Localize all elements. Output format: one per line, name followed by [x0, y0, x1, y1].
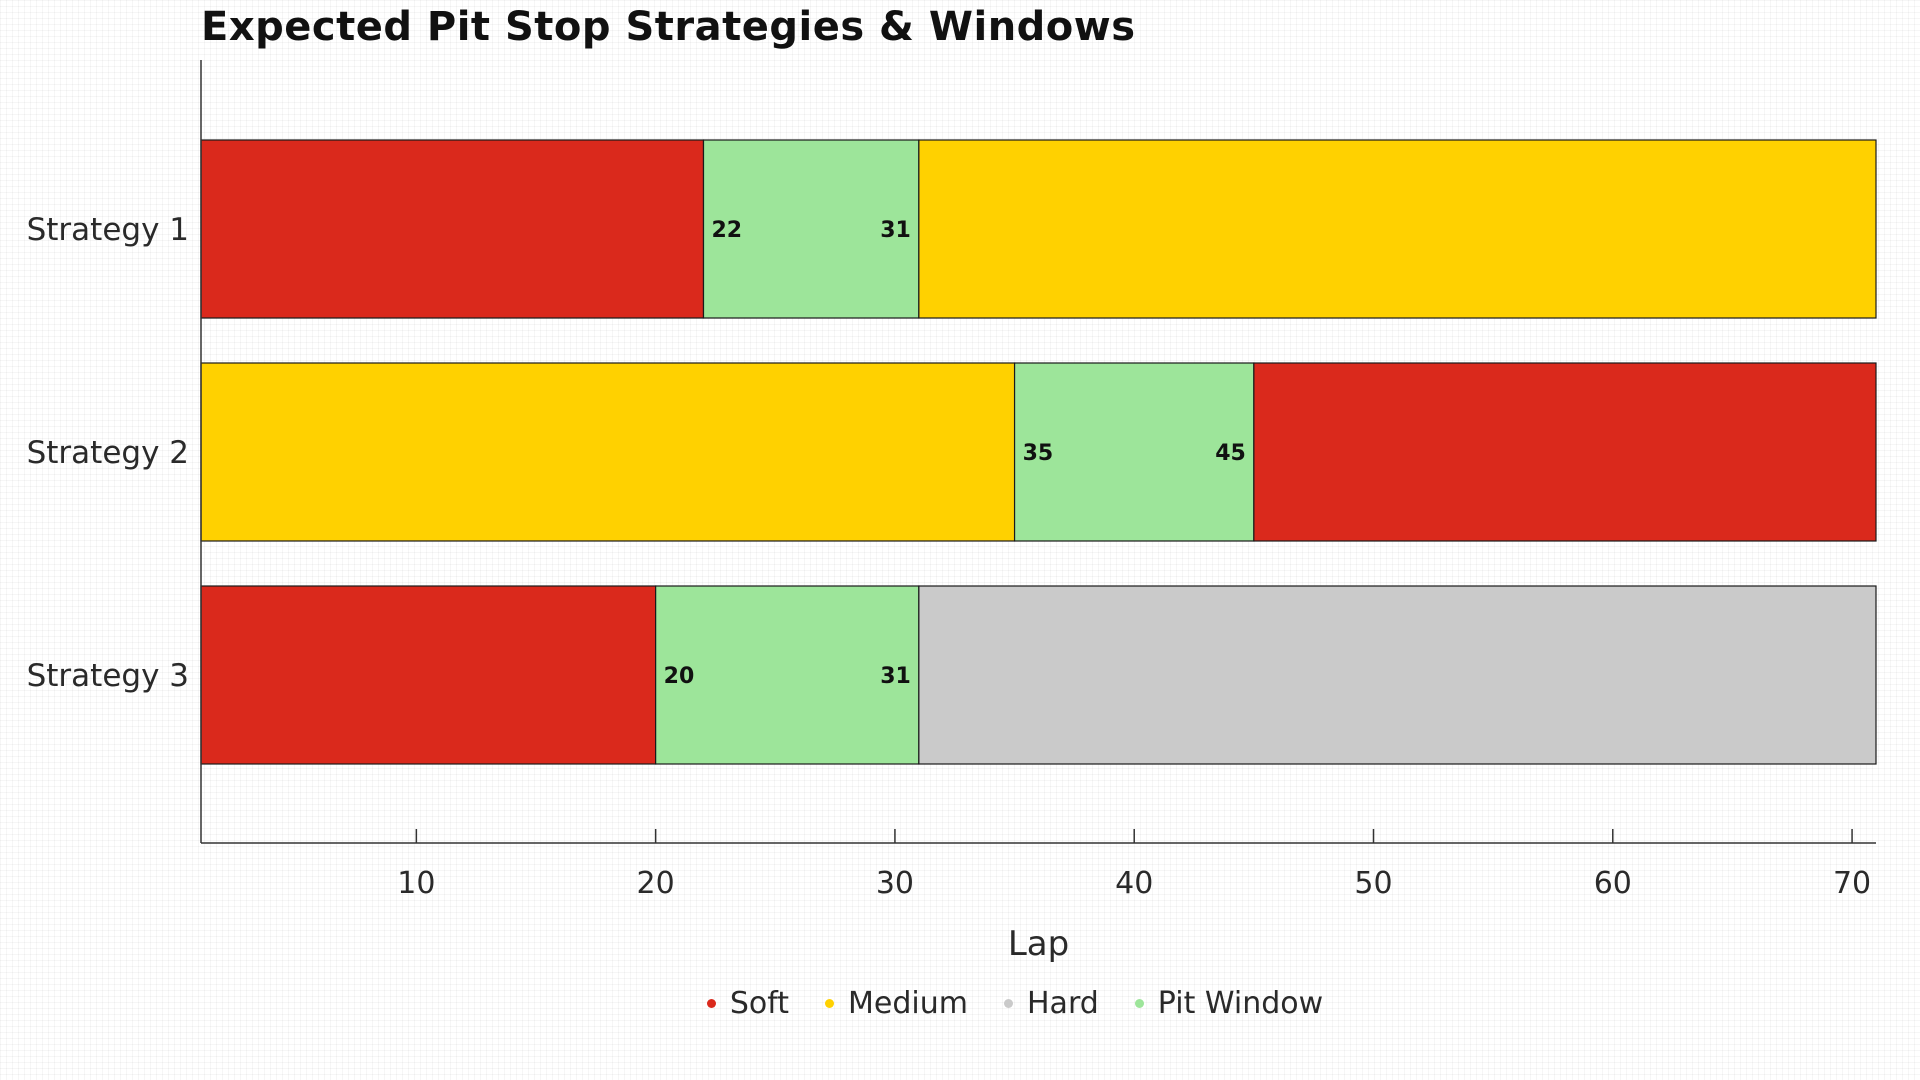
- x-tick-label: 50: [1354, 866, 1392, 901]
- category-label-strategy-2: Strategy 2: [27, 435, 189, 471]
- legend-item-medium: Medium: [825, 986, 968, 1021]
- axes-layer: [200, 60, 1876, 844]
- legend: Soft Medium Hard Pit Window: [110, 986, 1920, 1021]
- pit-window-start-label: 20: [664, 664, 695, 689]
- bar-strategy-3-pit-window: [655, 585, 920, 765]
- category-label-strategy-1: Strategy 1: [27, 212, 189, 248]
- pit-window-end-label: 31: [880, 218, 911, 243]
- x-tick-label: 10: [397, 866, 435, 901]
- legend-label: Medium: [848, 986, 968, 1021]
- legend-label: Pit Window: [1157, 986, 1324, 1021]
- legend-dot-icon: [825, 999, 835, 1008]
- legend-dot-icon: [706, 999, 716, 1008]
- chart-title: Expected Pit Stop Strategies & Windows: [201, 4, 1136, 50]
- bar-strategy-1-pit-window: [702, 139, 920, 319]
- labels-layer: 22 31 Strategy 1 35 45 Strategy 2 20 31 Strategy…: [27, 212, 1872, 964]
- bar-strategy-3-hard: [918, 585, 1877, 765]
- legend-dot-icon: [1004, 999, 1013, 1008]
- x-axis-title: Lap: [1008, 924, 1069, 964]
- pit-window-end-label: 31: [880, 664, 911, 689]
- bar-strategy-2-pit-window: [1013, 362, 1255, 542]
- legend-label: Soft: [729, 986, 790, 1021]
- pit-window-end-label: 45: [1215, 441, 1246, 466]
- legend-item-pit-window: Pit Window: [1134, 986, 1324, 1021]
- bar-strategy-2-medium: [200, 362, 1016, 542]
- x-tick-label: 70: [1833, 866, 1871, 901]
- x-tick-label: 60: [1594, 866, 1632, 901]
- x-tick-label: 30: [876, 866, 914, 901]
- bar-strategy-1-soft: [200, 139, 705, 319]
- bars-layer: [200, 139, 1877, 765]
- bar-strategy-3-soft: [200, 585, 657, 765]
- pit-window-start-label: 35: [1023, 441, 1054, 466]
- bar-strategy-1-medium: [918, 139, 1877, 319]
- x-tick-label: 40: [1115, 866, 1153, 901]
- bar-strategy-2-soft: [1253, 362, 1877, 542]
- legend-label: Hard: [1027, 986, 1099, 1021]
- category-label-strategy-3: Strategy 3: [27, 658, 189, 694]
- x-tick-label: 20: [637, 866, 675, 901]
- legend-dot-icon: [1134, 999, 1144, 1008]
- legend-item-soft: Soft: [706, 986, 790, 1021]
- pit-window-start-label: 22: [712, 218, 743, 243]
- legend-item-hard: Hard: [1004, 986, 1099, 1021]
